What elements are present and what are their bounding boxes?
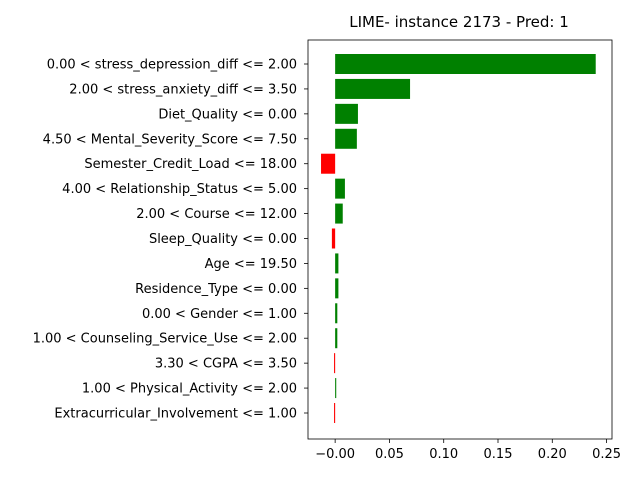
y-tick-label: Sleep_Quality <= 0.00 xyxy=(149,232,297,247)
chart-title: LIME- instance 2173 - Pred: 1 xyxy=(349,13,569,31)
y-axis-ticks: 0.00 < stress_depression_diff <= 2.00 2.0… xyxy=(33,58,308,422)
y-tick-label: 4.00 < Relationship_Status <= 5.00 xyxy=(62,182,297,197)
y-tick-label: Age <= 19.50 xyxy=(205,257,297,272)
bar xyxy=(334,353,336,374)
bar xyxy=(335,78,411,99)
bar xyxy=(335,278,339,299)
bar xyxy=(335,54,596,74)
bar xyxy=(334,403,336,423)
bar xyxy=(335,378,337,399)
y-tick-label: 3.30 < CGPA <= 3.50 xyxy=(155,357,297,372)
x-tick-label: −0.00 xyxy=(315,447,355,462)
y-tick-label: 1.00 < Counseling_Service_Use <= 2.00 xyxy=(33,332,297,347)
x-axis-ticks: −0.00 0.05 0.10 0.15 0.20 0.25 xyxy=(315,439,621,462)
x-tick-label: 0.20 xyxy=(538,447,567,462)
y-tick-label: 0.00 < stress_depression_diff <= 2.00 xyxy=(47,58,297,73)
bar xyxy=(321,153,336,174)
x-tick-label: 0.10 xyxy=(429,447,458,462)
x-tick-label: 0.25 xyxy=(592,447,621,462)
y-tick-label: 4.50 < Mental_Severity_Score <= 7.50 xyxy=(43,132,297,147)
y-tick-label: 2.00 < stress_anxiety_diff <= 3.50 xyxy=(69,82,297,97)
y-tick-label: Semester_Credit_Load <= 18.00 xyxy=(84,157,297,172)
bar xyxy=(335,328,338,349)
bar xyxy=(335,303,338,324)
y-tick-label: Extracurricular_Involvement <= 1.00 xyxy=(54,407,297,422)
y-tick-label: 1.00 < Physical_Activity <= 2.00 xyxy=(82,382,297,397)
plot-frame xyxy=(307,39,613,440)
x-tick-label: 0.05 xyxy=(375,447,404,462)
y-tick-label: Diet_Quality <= 0.00 xyxy=(158,107,297,122)
y-tick-label: 0.00 < Gender <= 1.00 xyxy=(142,307,297,322)
y-tick-label: 2.00 < Course <= 12.00 xyxy=(136,207,297,222)
bar xyxy=(331,228,336,249)
bar xyxy=(335,178,345,199)
bars-group xyxy=(321,54,596,423)
x-tick-label: 0.15 xyxy=(484,447,513,462)
bar xyxy=(335,128,357,149)
bar xyxy=(335,203,343,224)
bar xyxy=(335,103,358,124)
bar xyxy=(335,253,339,274)
y-tick-label: Residence_Type <= 0.00 xyxy=(135,282,297,297)
